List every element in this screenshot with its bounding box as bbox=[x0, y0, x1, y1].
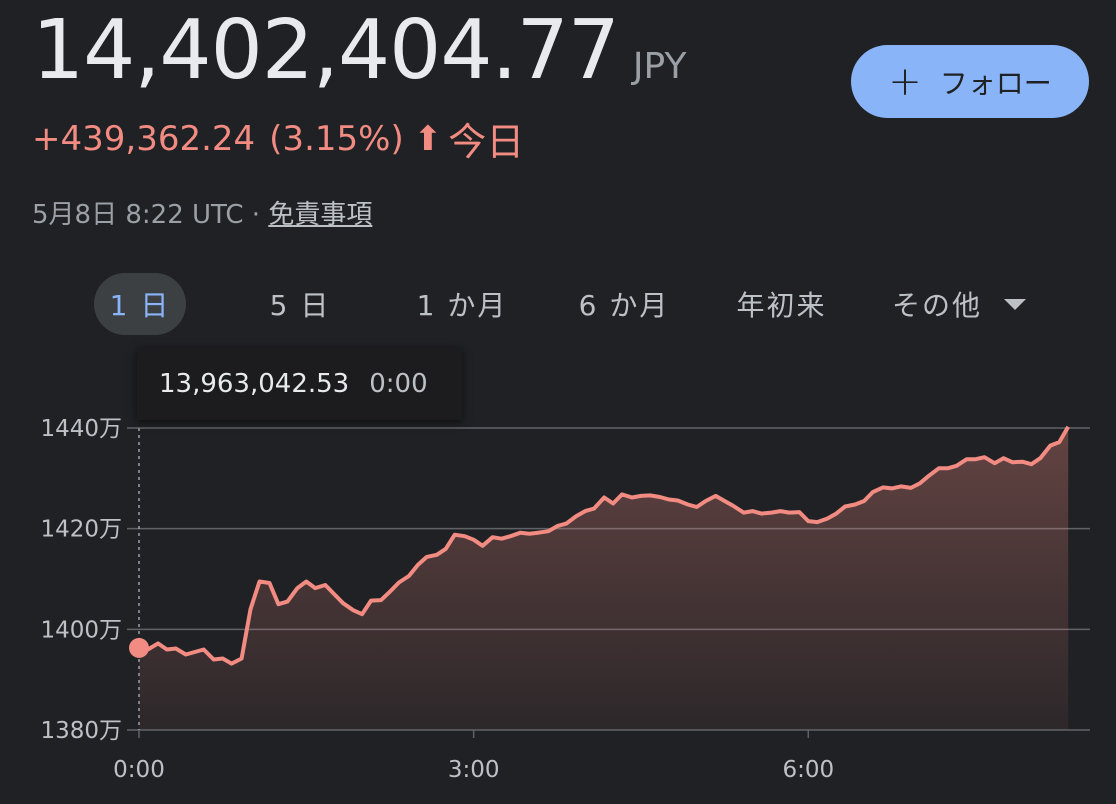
y-tick-label: 1420万 bbox=[40, 517, 122, 543]
current-price: 14,402,404.77 bbox=[32, 3, 620, 98]
tab-ytd[interactable]: 年初来 bbox=[736, 289, 827, 322]
price-change-percent: (3.15%) bbox=[269, 118, 404, 159]
tab-1-month[interactable]: 1 か月 bbox=[416, 289, 508, 322]
meta-separator: · bbox=[243, 200, 269, 230]
currency-code: JPY bbox=[632, 46, 687, 87]
meta-row: 5月8日 8:22 UTC · 免責事項 bbox=[32, 194, 372, 231]
range-tabs: 1 日 5 日 1 か月 6 か月 年初来 その他 bbox=[94, 273, 1054, 335]
follow-button[interactable]: + フォロー bbox=[851, 45, 1089, 118]
plus-icon: + bbox=[888, 58, 922, 105]
tooltip-value: 13,963,042.53 bbox=[159, 369, 350, 399]
tab-1-day[interactable]: 1 日 bbox=[94, 273, 186, 335]
hover-tooltip: 13,963,042.53 0:00 bbox=[137, 348, 462, 420]
follow-button-label: フォロー bbox=[939, 66, 1052, 100]
price-area-fill bbox=[139, 426, 1069, 730]
x-tick-label: 6:00 bbox=[782, 757, 834, 783]
arrow-up-icon: ⬆ bbox=[413, 118, 443, 159]
hover-point-marker bbox=[129, 637, 149, 658]
disclaimer-link[interactable]: 免責事項 bbox=[268, 200, 373, 230]
price-row: 14,402,404.77 JPY bbox=[32, 3, 687, 98]
x-tick-label: 0:00 bbox=[113, 757, 165, 783]
price-change-row: +439,362.24 (3.15%) ⬆ 今日 bbox=[32, 111, 524, 166]
tooltip-time: 0:00 bbox=[369, 369, 428, 399]
y-tick-label: 1440万 bbox=[40, 416, 122, 442]
price-change-value: +439,362.24 bbox=[32, 118, 256, 159]
price-line bbox=[138, 425, 1070, 666]
change-period: 今日 bbox=[448, 120, 525, 164]
dropdown-caret-icon bbox=[1004, 298, 1026, 310]
tab-5-days[interactable]: 5 日 bbox=[269, 289, 331, 322]
timestamp: 5月8日 8:22 UTC bbox=[32, 200, 244, 230]
y-tick-label: 1400万 bbox=[40, 617, 122, 643]
x-tick-label: 3:00 bbox=[448, 757, 500, 783]
tab-more[interactable]: その他 bbox=[874, 273, 1044, 335]
tab-6-months[interactable]: 6 か月 bbox=[578, 289, 670, 322]
y-tick-label: 1380万 bbox=[40, 718, 122, 744]
